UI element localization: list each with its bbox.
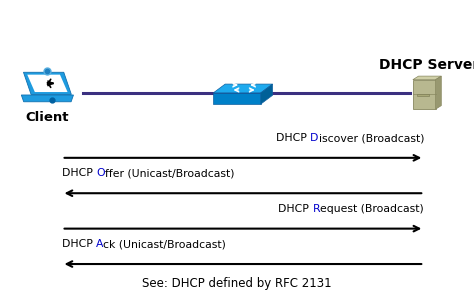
- Text: A: A: [96, 239, 103, 249]
- Polygon shape: [413, 76, 441, 80]
- Text: DHCP: DHCP: [62, 168, 96, 178]
- Text: DHCP: DHCP: [279, 204, 313, 214]
- Text: DHCP: DHCP: [62, 239, 96, 249]
- Text: See: DHCP defined by RFC 2131: See: DHCP defined by RFC 2131: [142, 277, 332, 290]
- Bar: [413, 80, 436, 109]
- Text: DHCP Server: DHCP Server: [379, 58, 474, 72]
- Text: D: D: [310, 133, 319, 143]
- Polygon shape: [436, 76, 441, 109]
- Text: iscover (Broadcast): iscover (Broadcast): [319, 133, 424, 143]
- Text: DHCP: DHCP: [276, 133, 310, 143]
- Text: R: R: [313, 204, 320, 214]
- Polygon shape: [261, 84, 273, 104]
- Polygon shape: [213, 84, 273, 93]
- Polygon shape: [27, 75, 67, 92]
- Text: O: O: [96, 168, 105, 178]
- Text: ffer (Unicast/Broadcast): ffer (Unicast/Broadcast): [105, 168, 234, 178]
- Bar: [418, 94, 429, 96]
- Text: equest (Broadcast): equest (Broadcast): [320, 204, 424, 214]
- Polygon shape: [213, 93, 261, 104]
- Text: Client: Client: [26, 111, 69, 124]
- Polygon shape: [23, 72, 72, 94]
- Text: ck (Unicast/Broadcast): ck (Unicast/Broadcast): [103, 239, 227, 249]
- Polygon shape: [21, 95, 73, 102]
